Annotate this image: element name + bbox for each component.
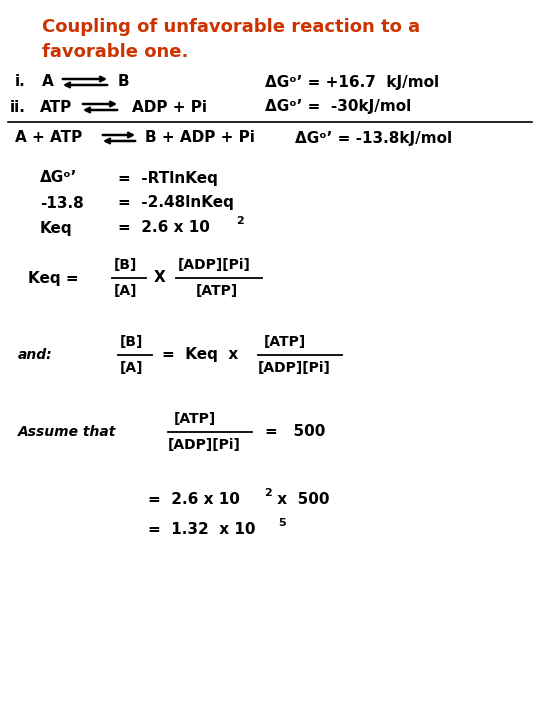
Text: and:: and: (18, 348, 52, 362)
Text: A + ATP: A + ATP (15, 130, 82, 145)
Text: =  2.6 x 10: = 2.6 x 10 (148, 492, 240, 508)
Text: =  -2.48lnKeq: = -2.48lnKeq (118, 196, 234, 210)
Text: [A]: [A] (114, 284, 138, 298)
Text: x  500: x 500 (272, 492, 329, 508)
Text: ΔGᵒ’: ΔGᵒ’ (40, 171, 77, 186)
Text: B + ADP + Pi: B + ADP + Pi (145, 130, 255, 145)
Text: ADP + Pi: ADP + Pi (132, 99, 207, 114)
Text: i.: i. (15, 74, 26, 89)
Text: Coupling of unfavorable reaction to a: Coupling of unfavorable reaction to a (42, 18, 420, 36)
Text: [ADP][Pi]: [ADP][Pi] (258, 361, 331, 375)
Text: Keq: Keq (40, 220, 72, 235)
Text: ATP: ATP (40, 99, 72, 114)
Text: -13.8: -13.8 (40, 196, 84, 210)
Text: ΔGᵒ’ =  -30kJ/mol: ΔGᵒ’ = -30kJ/mol (265, 99, 411, 114)
Text: [ADP][Pi]: [ADP][Pi] (168, 438, 241, 452)
Text: 5: 5 (278, 518, 286, 528)
Text: [ATP]: [ATP] (264, 335, 306, 349)
Text: ΔGᵒ’ = -13.8kJ/mol: ΔGᵒ’ = -13.8kJ/mol (295, 130, 452, 145)
Text: ΔGᵒ’ = +16.7  kJ/mol: ΔGᵒ’ = +16.7 kJ/mol (265, 74, 439, 89)
Text: 2: 2 (236, 216, 244, 226)
Text: [B]: [B] (114, 258, 137, 272)
Text: ii.: ii. (10, 99, 26, 114)
Text: =  1.32  x 10: = 1.32 x 10 (148, 523, 255, 538)
Text: X: X (154, 271, 166, 286)
Text: 2: 2 (264, 488, 272, 498)
Text: Assume that: Assume that (18, 425, 117, 439)
Text: B: B (118, 74, 130, 89)
Text: [ADP][Pi]: [ADP][Pi] (178, 258, 251, 272)
Text: Keq =: Keq = (28, 271, 79, 286)
Text: favorable one.: favorable one. (42, 43, 188, 61)
Text: [B]: [B] (120, 335, 144, 349)
Text: =  2.6 x 10: = 2.6 x 10 (118, 220, 210, 235)
Text: =  Keq  x: = Keq x (162, 348, 238, 362)
Text: [ATP]: [ATP] (174, 412, 216, 426)
Text: =  -RTlnKeq: = -RTlnKeq (118, 171, 218, 186)
Text: A: A (42, 74, 54, 89)
Text: [ATP]: [ATP] (196, 284, 238, 298)
Text: =   500: = 500 (265, 425, 326, 439)
Text: [A]: [A] (120, 361, 144, 375)
